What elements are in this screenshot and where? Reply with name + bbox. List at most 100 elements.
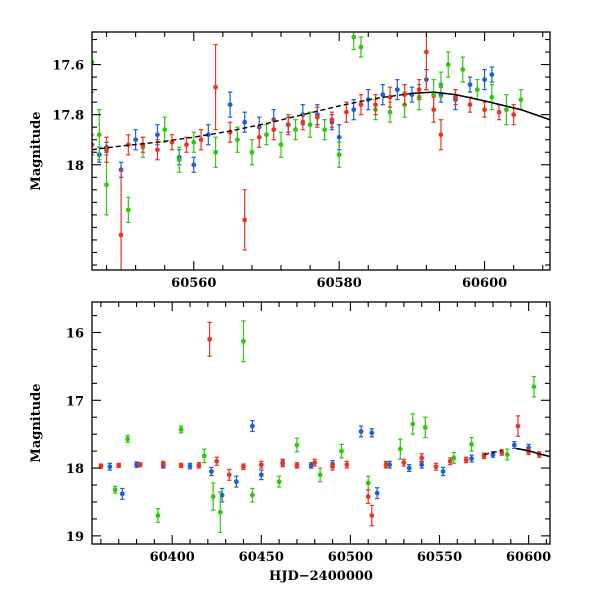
data-point <box>438 119 444 151</box>
data-point <box>387 86 393 108</box>
data-point <box>383 461 389 469</box>
data-point <box>207 321 213 357</box>
data-point <box>358 36 364 58</box>
data-point <box>401 458 407 467</box>
y-tick-label: 16 <box>66 327 84 342</box>
data-point <box>503 94 509 126</box>
data-point <box>474 78 480 101</box>
data-point <box>104 154 109 216</box>
data-point <box>300 114 306 131</box>
top-panel: 60560 60580 60600 17.6 17.8 18 Magnitude <box>29 31 551 291</box>
data-point <box>258 469 264 481</box>
data-point <box>317 467 323 483</box>
data-point <box>155 508 161 523</box>
data-point <box>336 141 342 168</box>
data-point <box>187 462 193 470</box>
data-point <box>489 66 495 83</box>
data-point <box>445 51 451 78</box>
x-axis-title: HJD−2400000 <box>269 569 373 584</box>
data-point <box>369 504 375 527</box>
data-point <box>119 487 125 500</box>
data-point <box>227 91 233 118</box>
data-point <box>294 462 300 469</box>
data-point <box>155 139 160 161</box>
data-point <box>440 466 446 477</box>
data-point <box>137 462 143 468</box>
data-point <box>125 434 131 443</box>
data-point <box>217 491 223 534</box>
data-point <box>322 119 328 141</box>
x-tick-label: 60550 <box>417 550 462 565</box>
data-point <box>133 129 139 151</box>
data-point <box>178 425 184 434</box>
data-point <box>213 43 218 131</box>
data-point <box>176 146 182 173</box>
x-tick-label: 60500 <box>328 550 373 565</box>
data-point <box>329 111 335 128</box>
data-point <box>107 462 113 471</box>
data-point <box>241 463 246 471</box>
data-point <box>416 78 422 101</box>
data-point <box>433 462 439 471</box>
data-point <box>511 441 517 450</box>
data-point <box>112 485 118 494</box>
data-point <box>365 489 371 504</box>
data-point <box>351 32 357 51</box>
x-tick-label: 60400 <box>150 550 195 565</box>
plot-area <box>98 320 550 534</box>
data-point <box>125 196 131 223</box>
x-tick-label: 60560 <box>171 276 216 291</box>
x-tick-label: 60580 <box>317 276 362 291</box>
data-point <box>515 415 521 437</box>
data-point <box>241 320 246 363</box>
data-point <box>339 443 344 459</box>
data-point <box>344 460 350 469</box>
y-tick-label: 19 <box>66 530 84 545</box>
data-point <box>496 104 502 121</box>
data-point <box>410 413 416 435</box>
data-point <box>406 464 412 473</box>
data-point <box>469 454 474 463</box>
data-point <box>397 438 403 460</box>
axes-frame <box>91 301 551 545</box>
data-point <box>134 461 139 469</box>
data-point <box>374 487 380 500</box>
data-point <box>531 375 537 398</box>
y-tick-label: 18 <box>66 462 84 477</box>
y-axis-title: Magnitude <box>29 111 44 190</box>
model-curve <box>515 447 550 458</box>
data-point <box>233 475 239 488</box>
data-point <box>451 451 457 464</box>
data-point <box>314 106 320 128</box>
data-point <box>469 436 474 452</box>
data-point <box>482 101 487 118</box>
data-point <box>380 84 386 106</box>
model-curve-dashed <box>483 449 503 456</box>
y-tick-label: 17 <box>66 394 84 409</box>
data-point <box>249 487 255 503</box>
model-curve <box>411 91 550 121</box>
data-point <box>140 136 146 153</box>
plot-area <box>92 32 550 270</box>
data-point <box>294 437 300 453</box>
data-point <box>191 131 197 153</box>
y-axis-title: Magnitude <box>29 383 44 462</box>
data-point <box>184 136 189 153</box>
data-point <box>201 448 207 464</box>
data-point <box>518 89 524 111</box>
data-point <box>419 453 425 463</box>
data-point <box>116 462 122 469</box>
data-point <box>118 169 124 270</box>
data-point <box>196 462 202 469</box>
data-point <box>242 189 248 251</box>
data-point <box>96 109 102 161</box>
data-point <box>358 94 364 116</box>
data-point <box>198 129 204 151</box>
data-point <box>447 457 453 466</box>
data-point <box>467 96 473 113</box>
data-point <box>98 463 104 469</box>
data-point <box>104 136 109 163</box>
data-point <box>365 475 371 491</box>
y-tick-label: 17.8 <box>52 109 84 124</box>
x-tick-label: 60450 <box>239 550 284 565</box>
